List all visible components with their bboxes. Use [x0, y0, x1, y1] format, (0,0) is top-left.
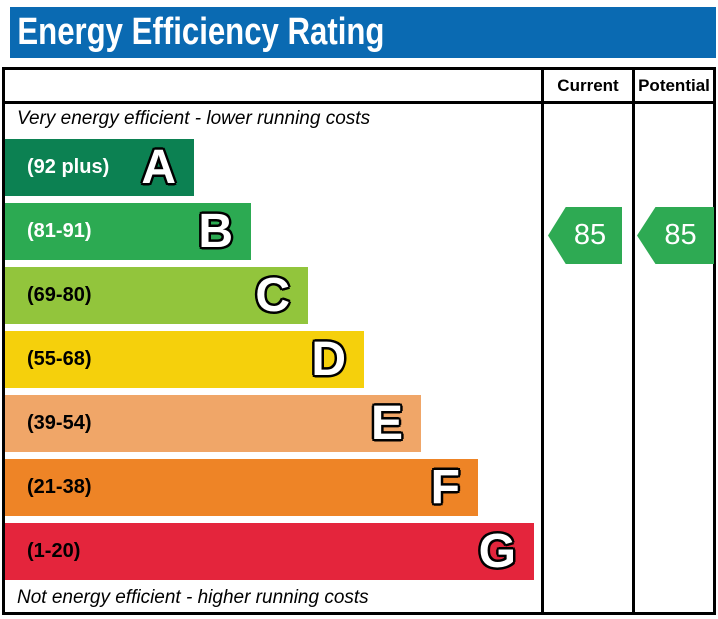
band-range-label: (39-54): [27, 412, 92, 434]
column-header-current: Current: [557, 75, 619, 95]
current-rating-arrow: 85: [548, 207, 622, 264]
bottom-note: Not energy efficient - higher running co…: [17, 587, 369, 608]
band-letter: D: [311, 332, 346, 386]
band-letter: E: [370, 396, 403, 450]
band-range-label: (81-91): [27, 220, 92, 242]
band-bar-G: (1-20) G: [5, 523, 534, 580]
bands: (92 plus) A (81-91) B (69-80) C (55-68) D (39-54…: [5, 139, 541, 587]
band-bar-E: (39-54) E: [5, 395, 421, 452]
column-divider-current: [541, 70, 544, 612]
band-bar-B: (81-91) B: [5, 203, 251, 260]
band-bar-A: (92 plus) A: [5, 139, 194, 196]
band-bar-C: (69-80) C: [5, 267, 308, 324]
page-title: Energy Efficiency Rating: [17, 11, 385, 53]
band-range-label: (21-38): [27, 476, 92, 498]
chart-table: Current Potential Very energy efficient …: [2, 67, 716, 615]
top-note: Very energy efficient - lower running co…: [17, 108, 371, 129]
band-bar-D: (55-68) D: [5, 331, 364, 388]
band-bar-F: (21-38) F: [5, 459, 478, 516]
header-bar: Energy Efficiency Rating: [10, 7, 716, 58]
band-letter: C: [255, 268, 290, 322]
band-letter: G: [478, 524, 516, 578]
potential-rating-value: 85: [664, 219, 697, 251]
band-letter: A: [141, 140, 176, 194]
band-range-label: (92 plus): [27, 156, 110, 178]
band-range-label: (69-80): [27, 284, 92, 306]
current-rating-value: 85: [573, 219, 607, 251]
band-letter: F: [430, 460, 460, 514]
header-row-divider: [5, 101, 713, 104]
potential-rating-arrow: 85: [637, 207, 714, 264]
band-range-label: (55-68): [27, 348, 92, 370]
column-divider-potential: [632, 70, 635, 612]
band-range-label: (1-20): [27, 540, 81, 562]
column-header-potential: Potential: [638, 75, 710, 95]
band-letter: B: [198, 204, 233, 258]
